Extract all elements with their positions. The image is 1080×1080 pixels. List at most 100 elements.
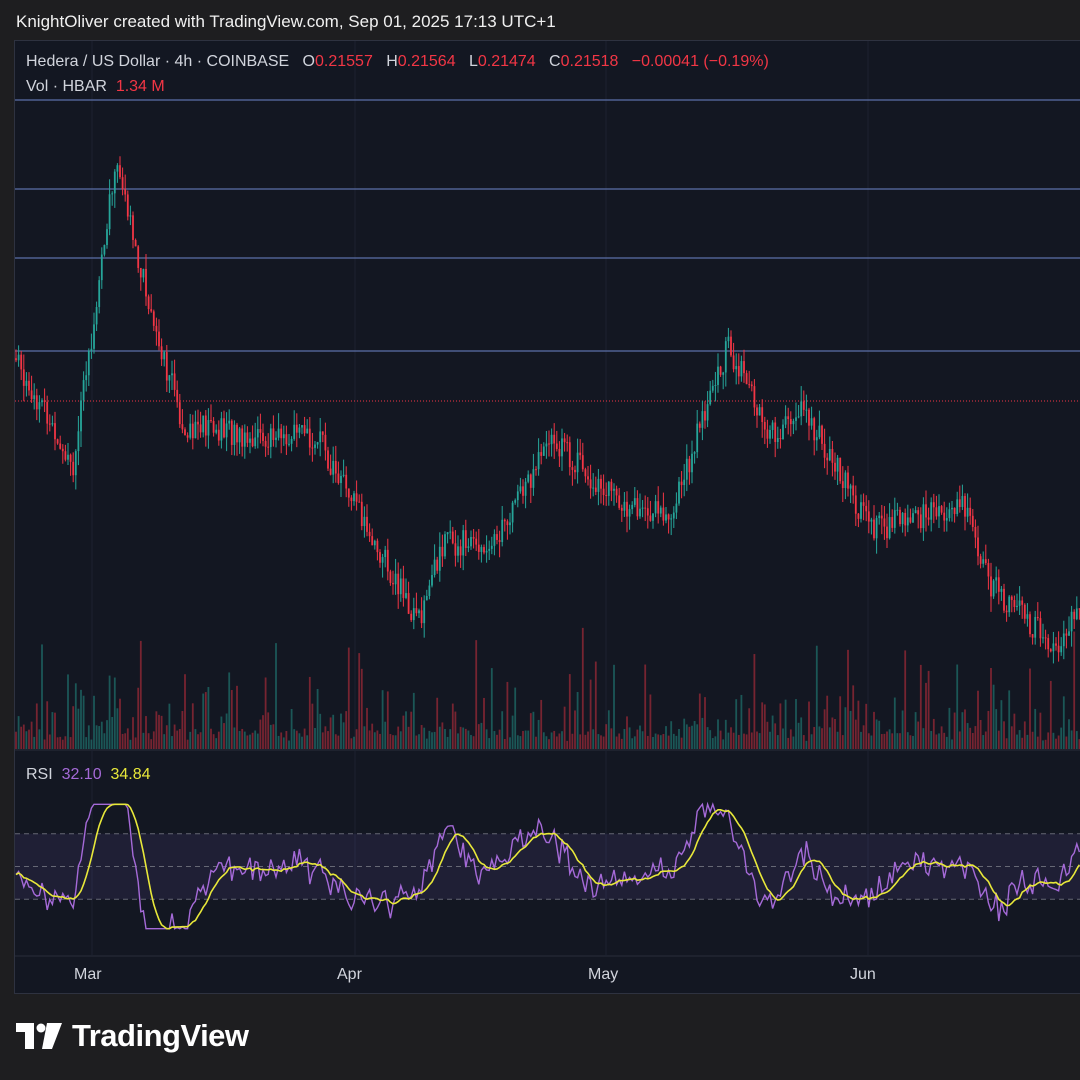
candle: [186, 432, 189, 443]
candle: [69, 453, 72, 476]
ohlc-legend: Hedera / US Dollar · 4h · COINBASE O0.21…: [26, 53, 769, 71]
candle: [1000, 585, 1003, 601]
volume-bar: [241, 728, 244, 749]
candle: [594, 476, 597, 496]
volume-bar: [977, 690, 979, 749]
volume-bar: [860, 731, 862, 749]
volume-bar: [737, 734, 740, 749]
volume-bar: [1023, 721, 1026, 749]
candle: [67, 443, 69, 466]
volume-bar: [1036, 736, 1039, 749]
rsi-label[interactable]: RSI: [26, 766, 53, 783]
candle: [878, 511, 881, 525]
candle: [997, 569, 1000, 605]
volume-bar: [821, 728, 823, 749]
candle: [568, 436, 571, 476]
chart-canvas[interactable]: [15, 41, 1080, 994]
candle: [971, 508, 974, 532]
tradingview-brand: TradingView: [72, 1018, 249, 1053]
volume-bar: [1057, 735, 1060, 749]
candle: [652, 513, 654, 529]
candle: [451, 526, 454, 545]
candle: [376, 538, 379, 561]
volume-bar: [363, 726, 366, 749]
candle: [886, 513, 888, 549]
candle: [446, 532, 449, 544]
symbol-label[interactable]: Hedera / US Dollar · 4h · COINBASE: [26, 53, 290, 70]
candle: [275, 431, 277, 448]
volume-bar: [561, 731, 563, 749]
candle: [675, 492, 678, 520]
candle: [966, 493, 969, 523]
candle: [701, 400, 704, 441]
volume-bar: [137, 687, 140, 749]
candle: [748, 370, 751, 389]
candle: [558, 441, 561, 468]
candle: [25, 372, 28, 397]
volume-bar: [818, 726, 821, 749]
candle: [685, 444, 688, 492]
volume-bar: [792, 736, 795, 749]
volume-bar: [649, 694, 652, 749]
volume-bar: [355, 729, 358, 749]
candle: [327, 446, 329, 472]
volume-bar: [763, 704, 766, 749]
volume-label[interactable]: Vol · HBAR: [26, 78, 107, 95]
candle: [264, 436, 267, 457]
candle: [137, 244, 140, 273]
volume-bar: [311, 703, 314, 749]
volume-bar: [475, 640, 478, 749]
candle: [995, 566, 998, 594]
candle: [428, 579, 431, 600]
volume-bar: [756, 731, 758, 749]
volume-bar: [659, 735, 662, 749]
volume-bar: [693, 720, 696, 749]
candle: [592, 473, 595, 497]
candle: [210, 404, 212, 423]
volume-bar: [490, 668, 493, 749]
volume-bar: [758, 733, 761, 749]
volume-bar: [795, 699, 797, 749]
candle: [958, 485, 961, 513]
candle: [470, 530, 472, 550]
candle: [295, 413, 298, 448]
candle: [867, 500, 870, 534]
volume-bar: [646, 735, 649, 749]
volume-bar: [971, 732, 974, 749]
volume-bar: [675, 735, 678, 749]
volume-bar: [1078, 739, 1080, 749]
volume-bar: [38, 729, 41, 749]
volume-bar: [854, 719, 857, 749]
volume-bar: [197, 734, 199, 749]
volume-bar: [425, 738, 428, 749]
chart-frame[interactable]: Hedera / US Dollar · 4h · COINBASE O0.21…: [14, 40, 1080, 994]
candle: [189, 413, 192, 440]
candle: [184, 427, 186, 436]
candle: [163, 350, 166, 367]
candle: [555, 430, 558, 452]
volume-bar: [563, 706, 566, 749]
candle: [849, 483, 852, 504]
candle: [984, 544, 987, 566]
chart-credit: KnightOliver created with TradingView.co…: [16, 12, 556, 31]
candle: [750, 381, 753, 392]
candle: [930, 497, 933, 532]
candle: [111, 191, 114, 206]
volume-bar: [17, 716, 20, 749]
candle: [340, 470, 342, 497]
volume-bar: [701, 717, 704, 749]
volume-bar: [724, 719, 727, 749]
volume-bar: [51, 712, 54, 749]
candle: [623, 492, 626, 517]
volume-bar: [706, 727, 709, 749]
volume-bar: [519, 736, 522, 749]
volume-bar: [958, 731, 961, 749]
candle: [893, 497, 896, 534]
x-tick-may: May: [588, 966, 619, 983]
volume-bar: [496, 734, 498, 749]
candle: [363, 506, 366, 538]
volume-bar: [740, 694, 743, 749]
volume-legend: Vol · HBAR 1.34 M: [26, 78, 165, 96]
candle: [228, 409, 231, 430]
volume-bar: [922, 728, 925, 749]
